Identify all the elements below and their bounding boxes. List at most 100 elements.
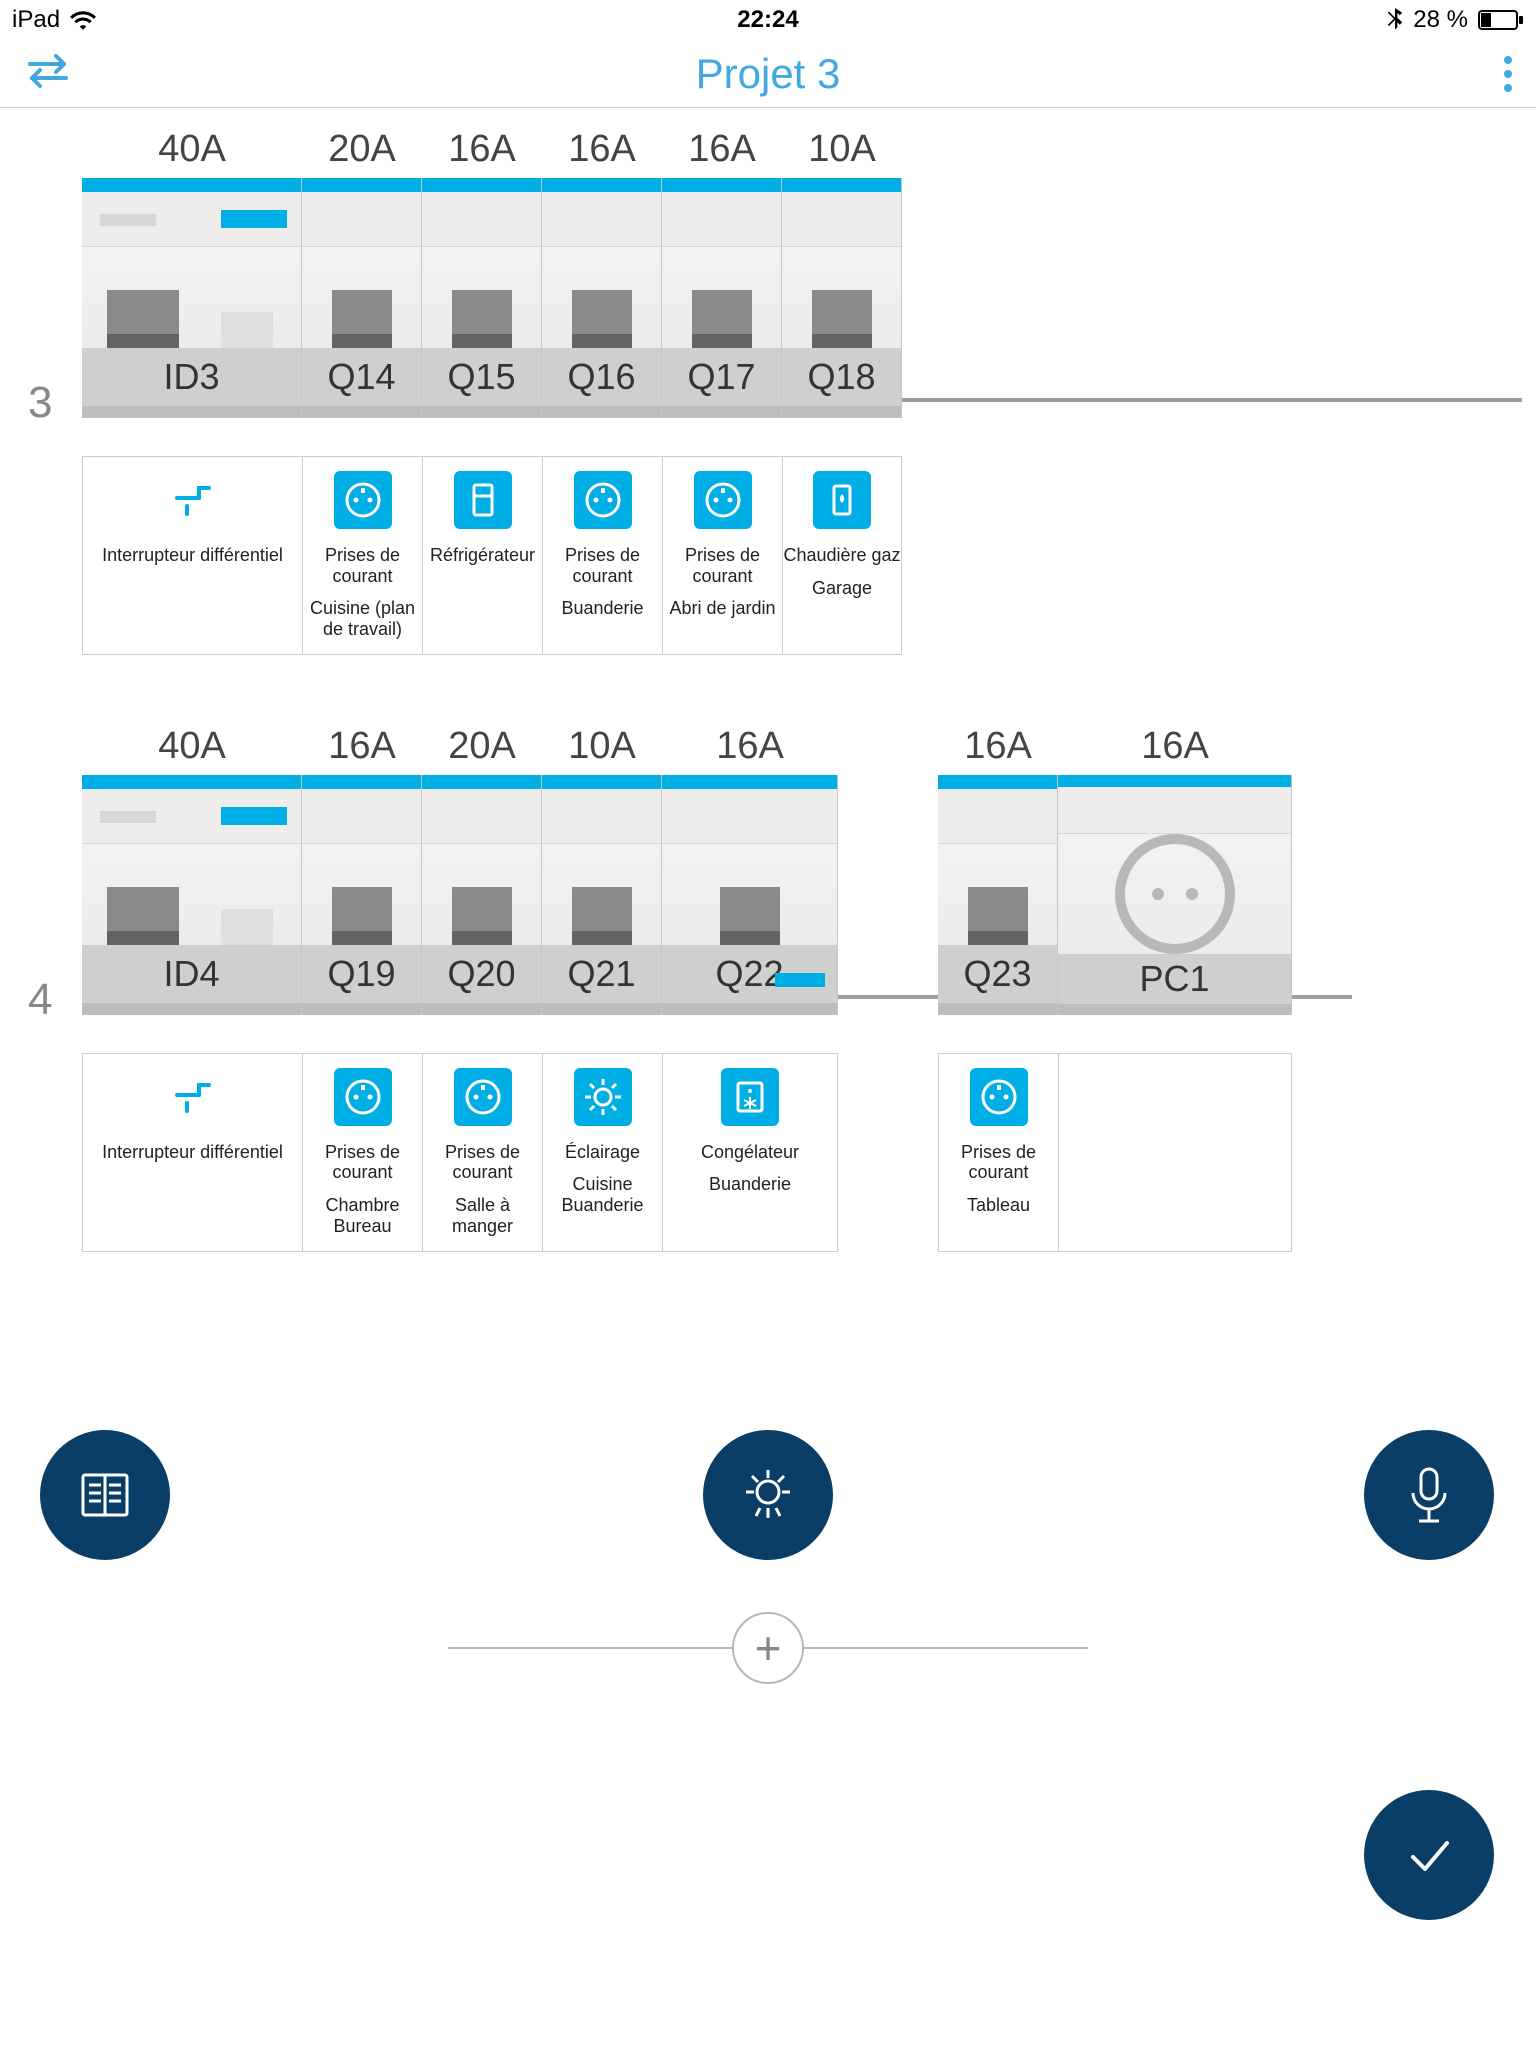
battery-icon	[1478, 10, 1524, 30]
row-number: 3	[28, 378, 52, 428]
label-card[interactable]	[1058, 1053, 1292, 1252]
label-line1: Prises decourant	[565, 545, 640, 586]
fridge-icon	[454, 471, 512, 529]
module-Q17[interactable]: 16A Q17	[662, 128, 782, 418]
module-id: Q19	[302, 945, 421, 1003]
label-card[interactable]: Interrupteur différentiel	[82, 1053, 302, 1252]
socket-icon	[454, 1068, 512, 1126]
socket-icon	[334, 471, 392, 529]
module-id: Q14	[302, 348, 421, 406]
rcd-icon	[164, 471, 222, 529]
amp-label: 40A	[82, 725, 302, 775]
clock: 22:24	[737, 6, 798, 34]
panel-row: 4 40A ID4 16A Q19 20A	[0, 725, 1536, 1252]
module-Q21[interactable]: 10A Q21	[542, 725, 662, 1015]
rail-line	[902, 398, 1522, 402]
reference-button[interactable]	[40, 1430, 170, 1560]
battery-pct: 28 %	[1413, 6, 1468, 34]
amp-label: 16A	[938, 725, 1058, 775]
label-card[interactable]: Interrupteur différentiel	[82, 456, 302, 655]
confirm-button[interactable]	[1364, 1790, 1494, 1920]
label-card[interactable]: Prises decourant Cuisine (plande travail…	[302, 456, 422, 655]
device-label: iPad	[12, 6, 60, 34]
label-line2: Buanderie	[709, 1174, 791, 1195]
amp-label: 20A	[422, 725, 542, 775]
rcd-icon	[164, 1068, 222, 1126]
module-id: PC1	[1058, 954, 1291, 1004]
module-group: 40A ID3 20A Q14 16A	[82, 128, 902, 418]
label-line1: Prises decourant	[445, 1142, 520, 1183]
wifi-icon	[70, 10, 96, 30]
amp-label: 10A	[782, 128, 902, 178]
page-title: Projet 3	[696, 50, 841, 98]
bluetooth-icon	[1387, 8, 1403, 32]
socket-icon	[694, 471, 752, 529]
row-number: 4	[28, 975, 52, 1025]
module-id: Q15	[422, 348, 541, 406]
socket-icon	[334, 1068, 392, 1126]
label-card[interactable]: Réfrigérateur	[422, 456, 542, 655]
label-line1: Prises decourant	[685, 545, 760, 586]
module-ID3[interactable]: 40A ID3	[82, 128, 302, 418]
swap-icon[interactable]	[24, 51, 72, 96]
module-Q22[interactable]: 16A Q22	[662, 725, 838, 1015]
label-line2: Salle à manger	[429, 1195, 536, 1236]
label-line1: Chaudière gaz	[783, 545, 900, 566]
module-Q19[interactable]: 16A Q19	[302, 725, 422, 1015]
light-icon	[574, 1068, 632, 1126]
module-id: Q17	[662, 348, 781, 406]
label-line1: Prises decourant	[325, 545, 400, 586]
module-group: 40A ID4 16A Q19 20A	[82, 725, 838, 1015]
plus-icon[interactable]: +	[732, 1612, 804, 1684]
amp-label: 10A	[542, 725, 662, 775]
label-line2: Abri de jardin	[669, 598, 775, 619]
ios-status-bar: iPad 22:24 28 %	[0, 0, 1536, 40]
module-Q23[interactable]: 16A Q23	[938, 725, 1058, 1015]
label-line2: Garage	[812, 578, 872, 599]
module-Q18[interactable]: 10A Q18	[782, 128, 902, 418]
module-id: Q20	[422, 945, 541, 1003]
voice-button[interactable]	[1364, 1430, 1494, 1560]
module-Q14[interactable]: 20A Q14	[302, 128, 422, 418]
label-line1: Réfrigérateur	[430, 545, 535, 566]
label-card[interactable]: Prises decourant ChambreBureau	[302, 1053, 422, 1252]
amp-label: 16A	[662, 128, 782, 178]
lighting-button[interactable]	[703, 1430, 833, 1560]
add-row-bar[interactable]: +	[448, 1612, 1088, 1684]
module-id: ID3	[82, 348, 301, 406]
label-group: Interrupteur différentiel Prises decoura…	[82, 1053, 838, 1252]
label-line1: Interrupteur différentiel	[102, 1142, 283, 1163]
module-PC1[interactable]: 16A PC1	[1058, 725, 1292, 1015]
label-card[interactable]: Prises decourant Buanderie	[542, 456, 662, 655]
amp-label: 16A	[1058, 725, 1292, 775]
label-line1: Prises decourant	[961, 1142, 1036, 1183]
rail-line	[838, 995, 938, 999]
label-line1: Congélateur	[701, 1142, 799, 1163]
module-Q15[interactable]: 16A Q15	[422, 128, 542, 418]
label-card[interactable]: Congélateur Buanderie	[662, 1053, 838, 1252]
label-group: Prises decourant Tableau	[938, 1053, 1292, 1252]
amp-label: 16A	[542, 128, 662, 178]
module-id: Q18	[782, 348, 901, 406]
socket-outline-icon	[1115, 834, 1235, 954]
label-line2: ChambreBureau	[325, 1195, 399, 1236]
label-card[interactable]: Éclairage CuisineBuanderie	[542, 1053, 662, 1252]
label-card[interactable]: Prises decourant Tableau	[938, 1053, 1058, 1252]
amp-label: 16A	[422, 128, 542, 178]
module-id: Q16	[542, 348, 661, 406]
module-ID4[interactable]: 40A ID4	[82, 725, 302, 1015]
module-Q20[interactable]: 20A Q20	[422, 725, 542, 1015]
label-line2: Tableau	[967, 1195, 1030, 1216]
label-group: Interrupteur différentiel Prises decoura…	[82, 456, 902, 655]
label-card[interactable]: Prises decourant Abri de jardin	[662, 456, 782, 655]
label-card[interactable]: Chaudière gaz Garage	[782, 456, 902, 655]
module-Q16[interactable]: 16A Q16	[542, 128, 662, 418]
label-line2: CuisineBuanderie	[561, 1174, 643, 1215]
label-card[interactable]: Prises decourant Salle à manger	[422, 1053, 542, 1252]
amp-label: 16A	[662, 725, 838, 775]
module-id: Q22	[662, 945, 837, 1003]
label-line1: Interrupteur différentiel	[102, 545, 283, 566]
panel-canvas: 3 40A ID3 20A Q14 16A	[0, 108, 1536, 1252]
tag-chip	[775, 973, 825, 987]
more-icon[interactable]	[1504, 56, 1512, 92]
